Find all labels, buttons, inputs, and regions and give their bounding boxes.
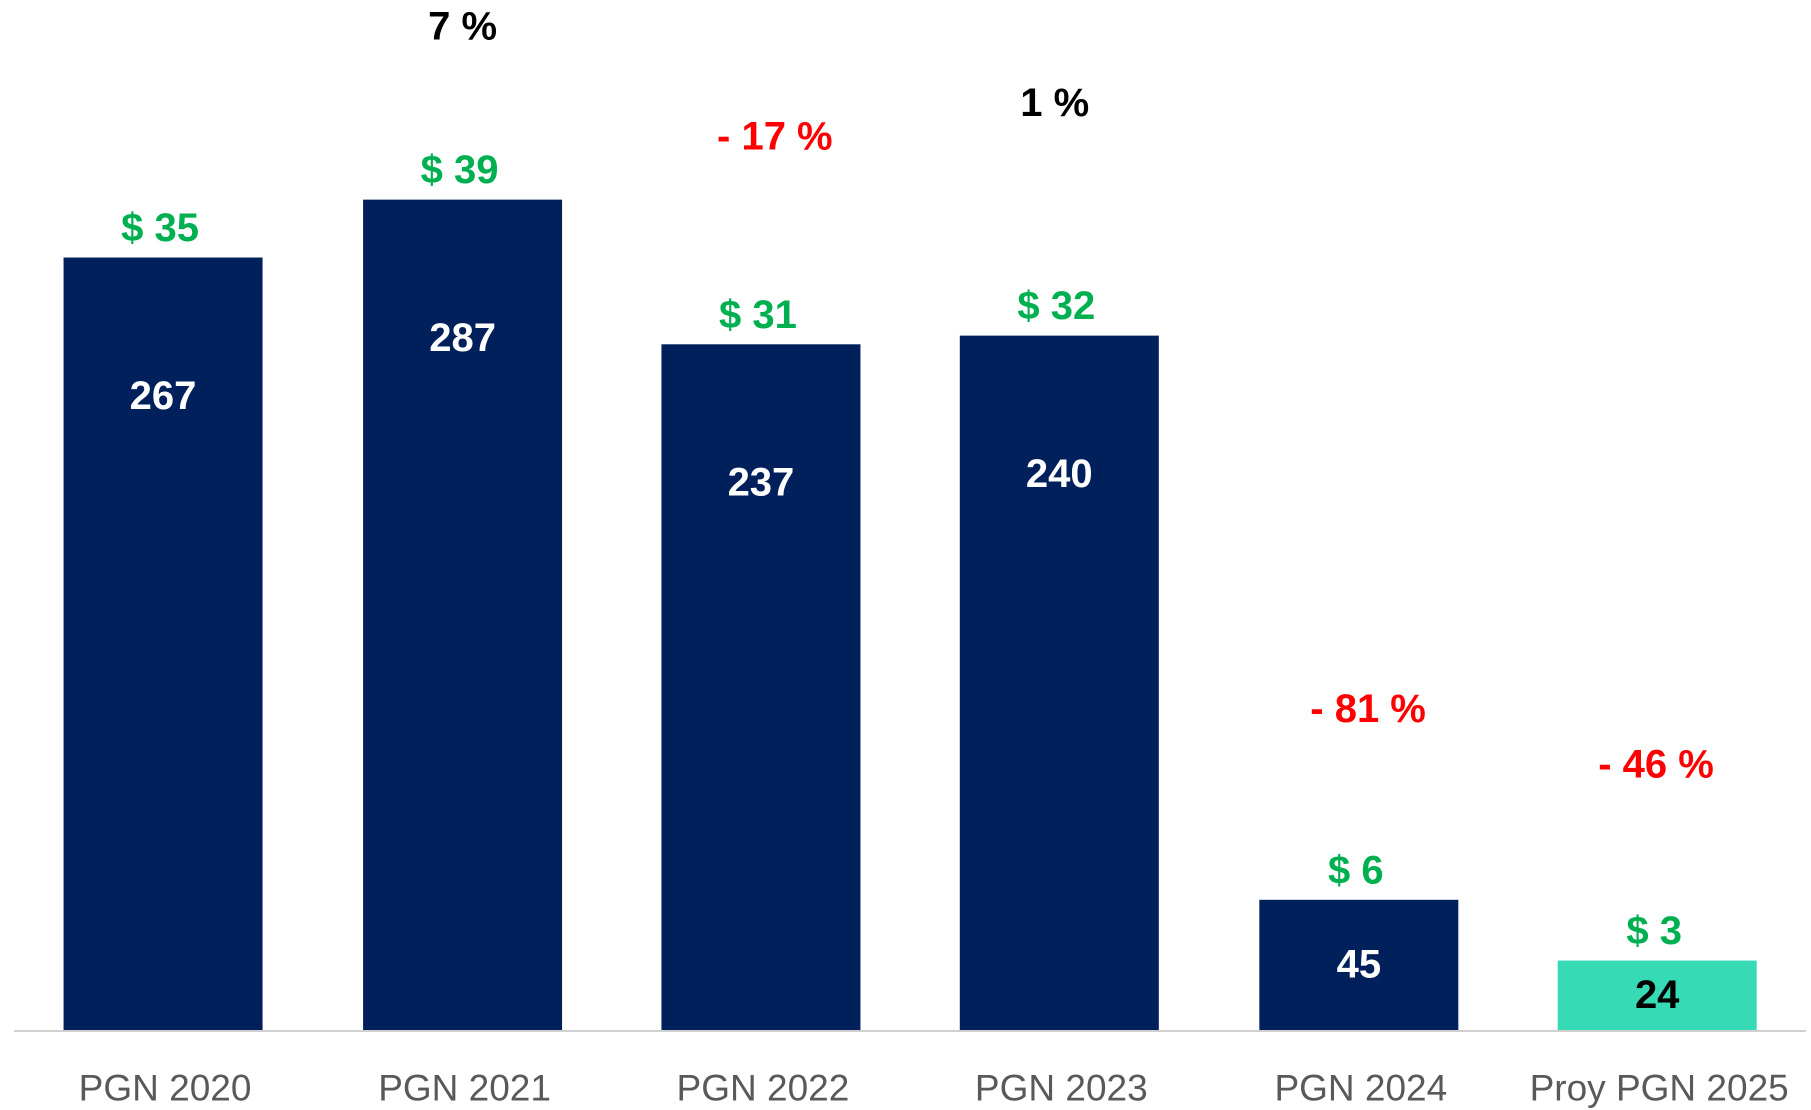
x-tick-label: PGN 2022 bbox=[677, 1067, 850, 1108]
price-label: $ 32 bbox=[1017, 284, 1095, 328]
value-label: 24 bbox=[1635, 973, 1680, 1017]
change-label: - 81 % bbox=[1310, 687, 1426, 731]
price-label: $ 31 bbox=[719, 293, 797, 337]
change-label: 1 % bbox=[1020, 81, 1089, 125]
change-label: - 46 % bbox=[1598, 742, 1714, 786]
x-tick-label: Proy PGN 2025 bbox=[1530, 1067, 1789, 1108]
x-tick-label: PGN 2023 bbox=[975, 1067, 1148, 1108]
value-label: 287 bbox=[429, 316, 496, 360]
bar bbox=[1557, 960, 1757, 1030]
price-label: $ 39 bbox=[421, 148, 499, 192]
bar bbox=[363, 199, 563, 1030]
price-label: $ 35 bbox=[121, 206, 199, 250]
bar bbox=[959, 335, 1159, 1030]
change-label: - 17 % bbox=[717, 114, 833, 158]
price-label: $ 3 bbox=[1626, 909, 1682, 953]
bar bbox=[661, 344, 861, 1031]
bar bbox=[63, 257, 263, 1030]
value-label: 45 bbox=[1337, 942, 1382, 986]
price-label: $ 6 bbox=[1328, 848, 1384, 892]
change-label: 7 % bbox=[428, 4, 497, 48]
value-label: 240 bbox=[1026, 452, 1093, 496]
value-label: 267 bbox=[130, 374, 197, 418]
x-tick-label: PGN 2020 bbox=[79, 1067, 252, 1108]
bar bbox=[1259, 899, 1459, 1030]
x-tick-label: PGN 2021 bbox=[378, 1067, 551, 1108]
x-tick-label: PGN 2024 bbox=[1274, 1067, 1447, 1108]
value-label: 237 bbox=[728, 461, 795, 505]
